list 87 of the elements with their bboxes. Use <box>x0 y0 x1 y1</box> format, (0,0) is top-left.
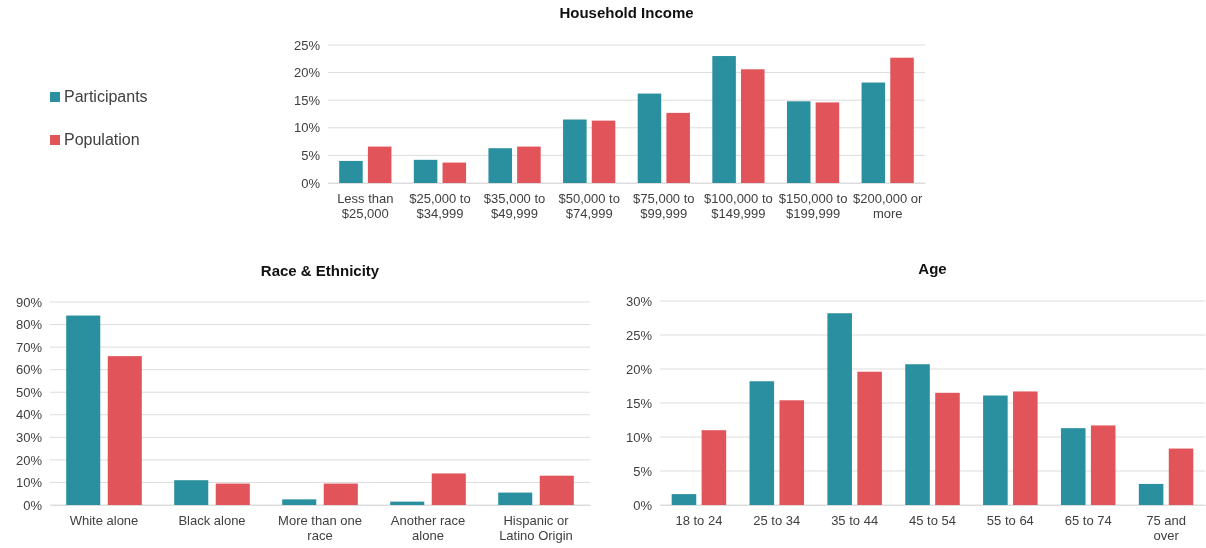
y-tick-label: 90% <box>15 294 43 310</box>
x-tick-label: $25,000 to $34,999 <box>409 190 471 222</box>
bar <box>857 371 882 505</box>
y-tick-label: 5% <box>633 463 653 479</box>
x-tick-label: Another race alone <box>390 512 466 544</box>
x-tick-label: White alone <box>69 512 139 528</box>
y-tick-label: 15% <box>625 395 653 411</box>
x-tick-label: 75 and over <box>1146 512 1186 544</box>
y-tick-label: 20% <box>625 361 653 377</box>
y-tick-label: 10% <box>625 429 653 445</box>
bar <box>215 483 250 505</box>
x-tick-label: $50,000 to $74,999 <box>558 190 620 222</box>
chart-title: Age <box>918 260 947 277</box>
x-tick-label: $100,000 to $149,999 <box>704 190 773 222</box>
chart-title: Race & Ethnicity <box>260 262 380 279</box>
bar <box>488 148 512 183</box>
bar <box>413 159 438 183</box>
x-tick-label: 65 to 74 <box>1064 512 1112 528</box>
bar <box>367 146 392 183</box>
bar <box>1013 391 1038 505</box>
legend-label: Participants <box>64 87 148 105</box>
legend-label: Population <box>64 130 140 148</box>
y-tick-label: 25% <box>293 37 321 53</box>
x-tick-label: 18 to 24 <box>675 512 723 528</box>
y-tick-label: 10% <box>293 120 321 136</box>
bar <box>983 395 1008 505</box>
bar <box>1060 428 1086 505</box>
bar <box>339 160 363 183</box>
y-tick-label: 80% <box>15 317 43 333</box>
bar <box>827 313 852 505</box>
y-tick-label: 30% <box>625 293 653 309</box>
bar <box>637 93 662 183</box>
bar <box>539 475 574 505</box>
bar <box>671 494 697 505</box>
x-tick-label: $150,000 to $199,999 <box>778 190 848 222</box>
y-tick-label: 15% <box>293 92 321 108</box>
bar <box>815 102 840 183</box>
bar <box>442 162 467 183</box>
bar <box>786 101 811 183</box>
bar <box>861 82 886 183</box>
bar <box>741 69 765 183</box>
y-tick-label: 60% <box>15 362 43 378</box>
y-tick-label: 20% <box>293 65 321 81</box>
y-tick-label: 30% <box>15 429 43 445</box>
bar <box>1168 448 1194 505</box>
bar <box>323 483 358 505</box>
bar <box>749 381 775 505</box>
y-tick-label: 70% <box>15 339 43 355</box>
bar <box>701 430 727 505</box>
x-tick-label: Hispanic or Latino Origin <box>499 512 573 544</box>
y-tick-label: 0% <box>23 497 43 513</box>
y-tick-label: 50% <box>15 384 43 400</box>
x-tick-label: $200,000 or more <box>852 190 924 222</box>
bar <box>498 492 533 505</box>
y-tick-label: 40% <box>15 407 43 423</box>
bar <box>591 120 616 183</box>
x-tick-label: Less than $25,000 <box>337 190 394 222</box>
bar <box>712 56 736 183</box>
bar <box>1090 425 1116 505</box>
x-tick-label: 35 to 44 <box>831 512 879 528</box>
y-tick-label: 0% <box>633 497 653 513</box>
bar <box>890 57 914 183</box>
x-tick-label: 25 to 34 <box>753 512 801 528</box>
x-tick-label: $75,000 to $99,999 <box>633 190 695 222</box>
bar <box>563 119 587 183</box>
bar <box>282 499 317 505</box>
bar <box>174 480 209 505</box>
x-tick-label: $35,000 to $49,999 <box>483 190 546 222</box>
bar <box>935 392 960 505</box>
bar <box>107 356 142 505</box>
y-tick-label: 10% <box>15 475 43 491</box>
x-tick-label: 55 to 64 <box>986 512 1034 528</box>
bar <box>779 400 805 505</box>
bar <box>905 364 930 505</box>
x-tick-label: More than one race <box>278 512 362 544</box>
chart-title: Household Income <box>559 4 694 21</box>
y-tick-label: 0% <box>301 175 321 191</box>
bar <box>517 146 541 183</box>
y-tick-label: 25% <box>625 327 653 343</box>
bar <box>66 315 101 505</box>
y-tick-label: 5% <box>301 148 321 164</box>
bar <box>666 112 690 183</box>
y-tick-label: 20% <box>15 452 43 468</box>
bar <box>1138 483 1164 505</box>
x-tick-label: Black alone <box>178 512 246 528</box>
bar <box>431 473 466 505</box>
x-tick-label: 45 to 54 <box>909 512 956 528</box>
